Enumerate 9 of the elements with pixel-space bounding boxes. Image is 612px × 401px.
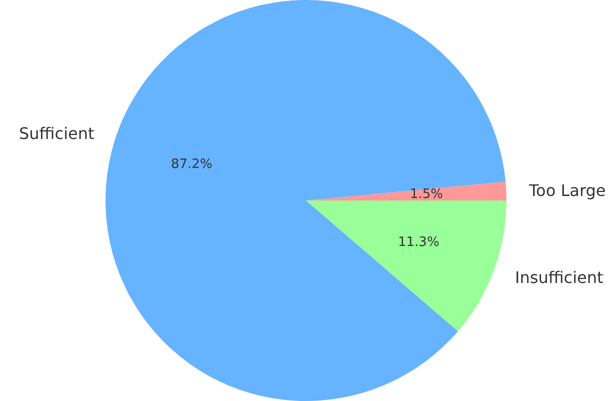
data-label: 1.5%	[410, 187, 444, 202]
slice-label: Too Large	[528, 181, 606, 200]
pie-slice	[306, 182, 506, 200]
slice-label: Sufficient	[19, 124, 94, 143]
pie-slice	[306, 200, 506, 332]
data-label: 11.3%	[398, 235, 440, 250]
pie-slice	[106, 0, 506, 401]
slice-label: Insufficient	[515, 268, 604, 287]
data-label: 87.2%	[171, 157, 212, 172]
